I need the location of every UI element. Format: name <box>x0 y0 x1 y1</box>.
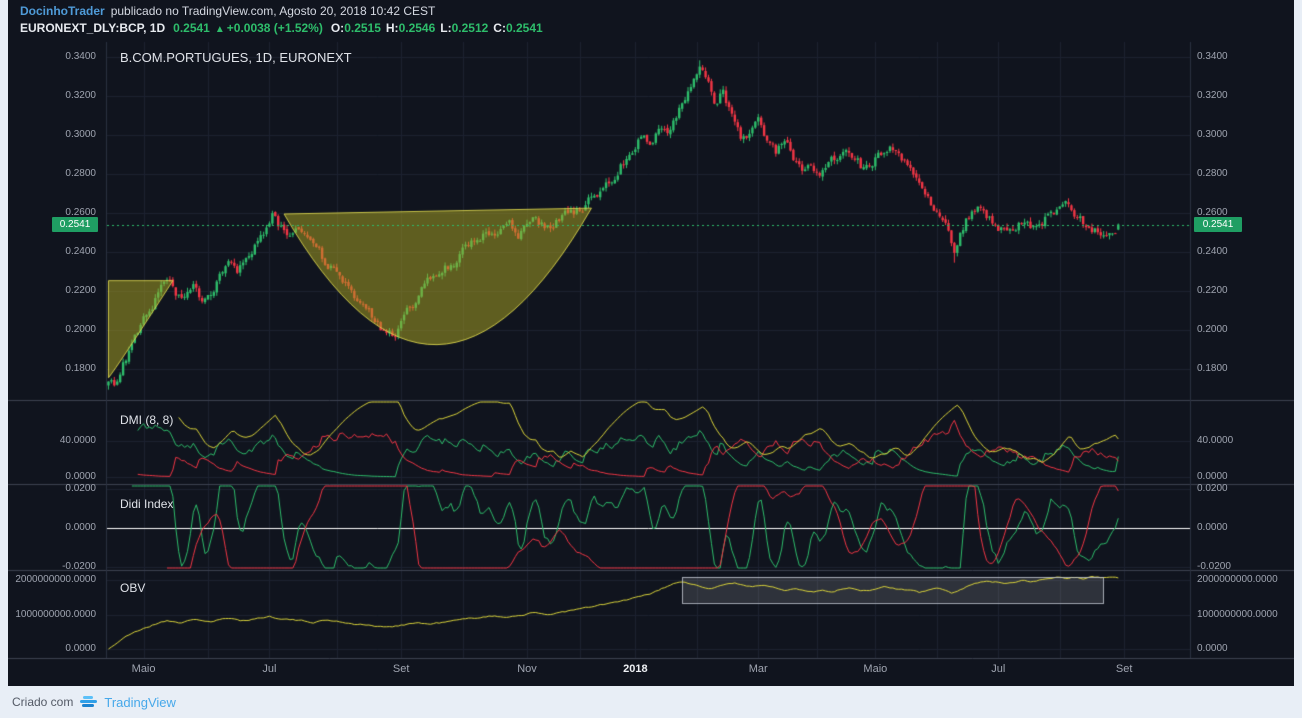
time-axis-label: Jul <box>262 663 277 675</box>
symbol-info-line: EURONEXT_DLY:BCP, 1D 0.2541 ▲ +0.0038 (+1.5… <box>20 21 543 35</box>
time-axis[interactable]: Maio Jul Set Nov 2018 Mar Maio Jul Set <box>8 658 1294 684</box>
time-axis-label: Jul <box>991 663 1006 675</box>
left-axis[interactable]: 0.3400 0.3200 0.3000 0.2800 0.2600 0.2400 0.22… <box>8 0 98 686</box>
open-value: 0.2515 <box>344 21 381 35</box>
time-axis-label: Mar <box>748 663 768 675</box>
axis-label: -0.0200 <box>1197 561 1231 572</box>
axis-label: 0.3200 <box>65 90 96 101</box>
price-pane-title: B.COM.PORTUGUES, 1D, EURONEXT <box>120 50 352 65</box>
axis-label: 1000000000.0000 <box>1197 608 1278 620</box>
axis-label: 0.2000 <box>1197 324 1228 335</box>
axis-label: 0.0200 <box>1197 483 1228 494</box>
axis-label: 0.2800 <box>65 168 96 179</box>
axis-label: 0.3400 <box>1197 51 1228 62</box>
axis-label: 0.1800 <box>65 363 96 374</box>
axis-label: 0.2200 <box>65 285 96 296</box>
axis-label: 0.3000 <box>65 129 96 140</box>
last-price-badge-left: 0.2541 <box>52 217 98 232</box>
axis-label: 40.0000 <box>1197 435 1234 446</box>
axis-label: 1000000000.0000 <box>15 608 96 620</box>
footer: Criado com TradingView <box>0 686 1302 718</box>
open-label: O: <box>330 21 345 35</box>
time-axis-label: 2018 <box>623 663 648 675</box>
last-price-badge-right: 0.2541 <box>1194 217 1242 232</box>
axis-label: 0.2600 <box>65 207 96 218</box>
attribution-line: DocinhoTrader publicado no TradingView.co… <box>20 4 435 18</box>
high-label: H: <box>385 21 399 35</box>
axis-label: 0.2800 <box>1197 168 1228 179</box>
obv-pane-title: OBV <box>120 581 146 595</box>
axis-label: 0.0000 <box>65 522 96 533</box>
tradingview-brand-link[interactable]: TradingView <box>104 694 176 710</box>
didi-pane-title: Didi Index <box>120 497 174 511</box>
axis-label: 2000000000.0000 <box>1197 574 1278 585</box>
axis-label: 0.3200 <box>1197 90 1228 101</box>
axis-label: 0.0000 <box>65 471 96 482</box>
axis-label: 0.2600 <box>1197 207 1228 218</box>
axis-label: 0.2400 <box>1197 246 1228 257</box>
axis-label: 0.2000 <box>65 324 96 335</box>
axis-label: -0.0200 <box>62 561 96 572</box>
high-value: 0.2546 <box>398 21 436 35</box>
axis-label: 40.0000 <box>59 435 96 446</box>
axis-label: 0.3400 <box>65 51 96 62</box>
right-axis[interactable]: 0.3400 0.3200 0.3000 0.2800 0.2600 0.2400 0.22… <box>1190 0 1294 686</box>
axis-label: 0.2400 <box>65 246 96 257</box>
chart-canvas[interactable] <box>8 0 1294 686</box>
axis-label: 0.1800 <box>1197 363 1228 374</box>
axis-label: 0.0000 <box>1197 471 1228 482</box>
axis-label: 0.2200 <box>1197 285 1228 296</box>
low-label: L: <box>440 21 452 35</box>
axis-label: 0.0000 <box>1197 522 1228 533</box>
up-arrow-icon: ▲ <box>214 24 225 35</box>
time-axis-label: Maio <box>863 663 888 675</box>
chart-card: DocinhoTrader publicado no TradingView.co… <box>8 0 1294 686</box>
axis-label: 0.3000 <box>1197 129 1228 140</box>
close-value: 0.2541 <box>505 21 543 35</box>
created-with-text: Criado com <box>12 695 74 709</box>
time-axis-label: Nov <box>517 663 537 675</box>
dmi-pane-title: DMI (8, 8) <box>120 413 174 427</box>
tradingview-logo-icon[interactable] <box>80 696 98 708</box>
last-price: 0.2541 <box>173 21 210 35</box>
price-change: +0.0038 (+1.52%) <box>226 21 323 35</box>
axis-label: 0.0200 <box>65 483 96 494</box>
time-axis-label: Set <box>392 663 410 675</box>
time-axis-label: Set <box>1115 663 1133 675</box>
time-axis-label: Maio <box>131 663 156 675</box>
symbol-name: EURONEXT_DLY:BCP, 1D <box>20 21 166 35</box>
axis-label: 0.0000 <box>65 643 96 654</box>
axis-label: 2000000000.0000 <box>15 574 96 585</box>
close-label: C: <box>493 21 506 35</box>
published-text: publicado no TradingView.com, Agosto 20,… <box>110 4 436 18</box>
axis-label: 0.0000 <box>1197 643 1228 654</box>
author-name: DocinhoTrader <box>20 4 105 18</box>
low-value: 0.2512 <box>451 21 489 35</box>
